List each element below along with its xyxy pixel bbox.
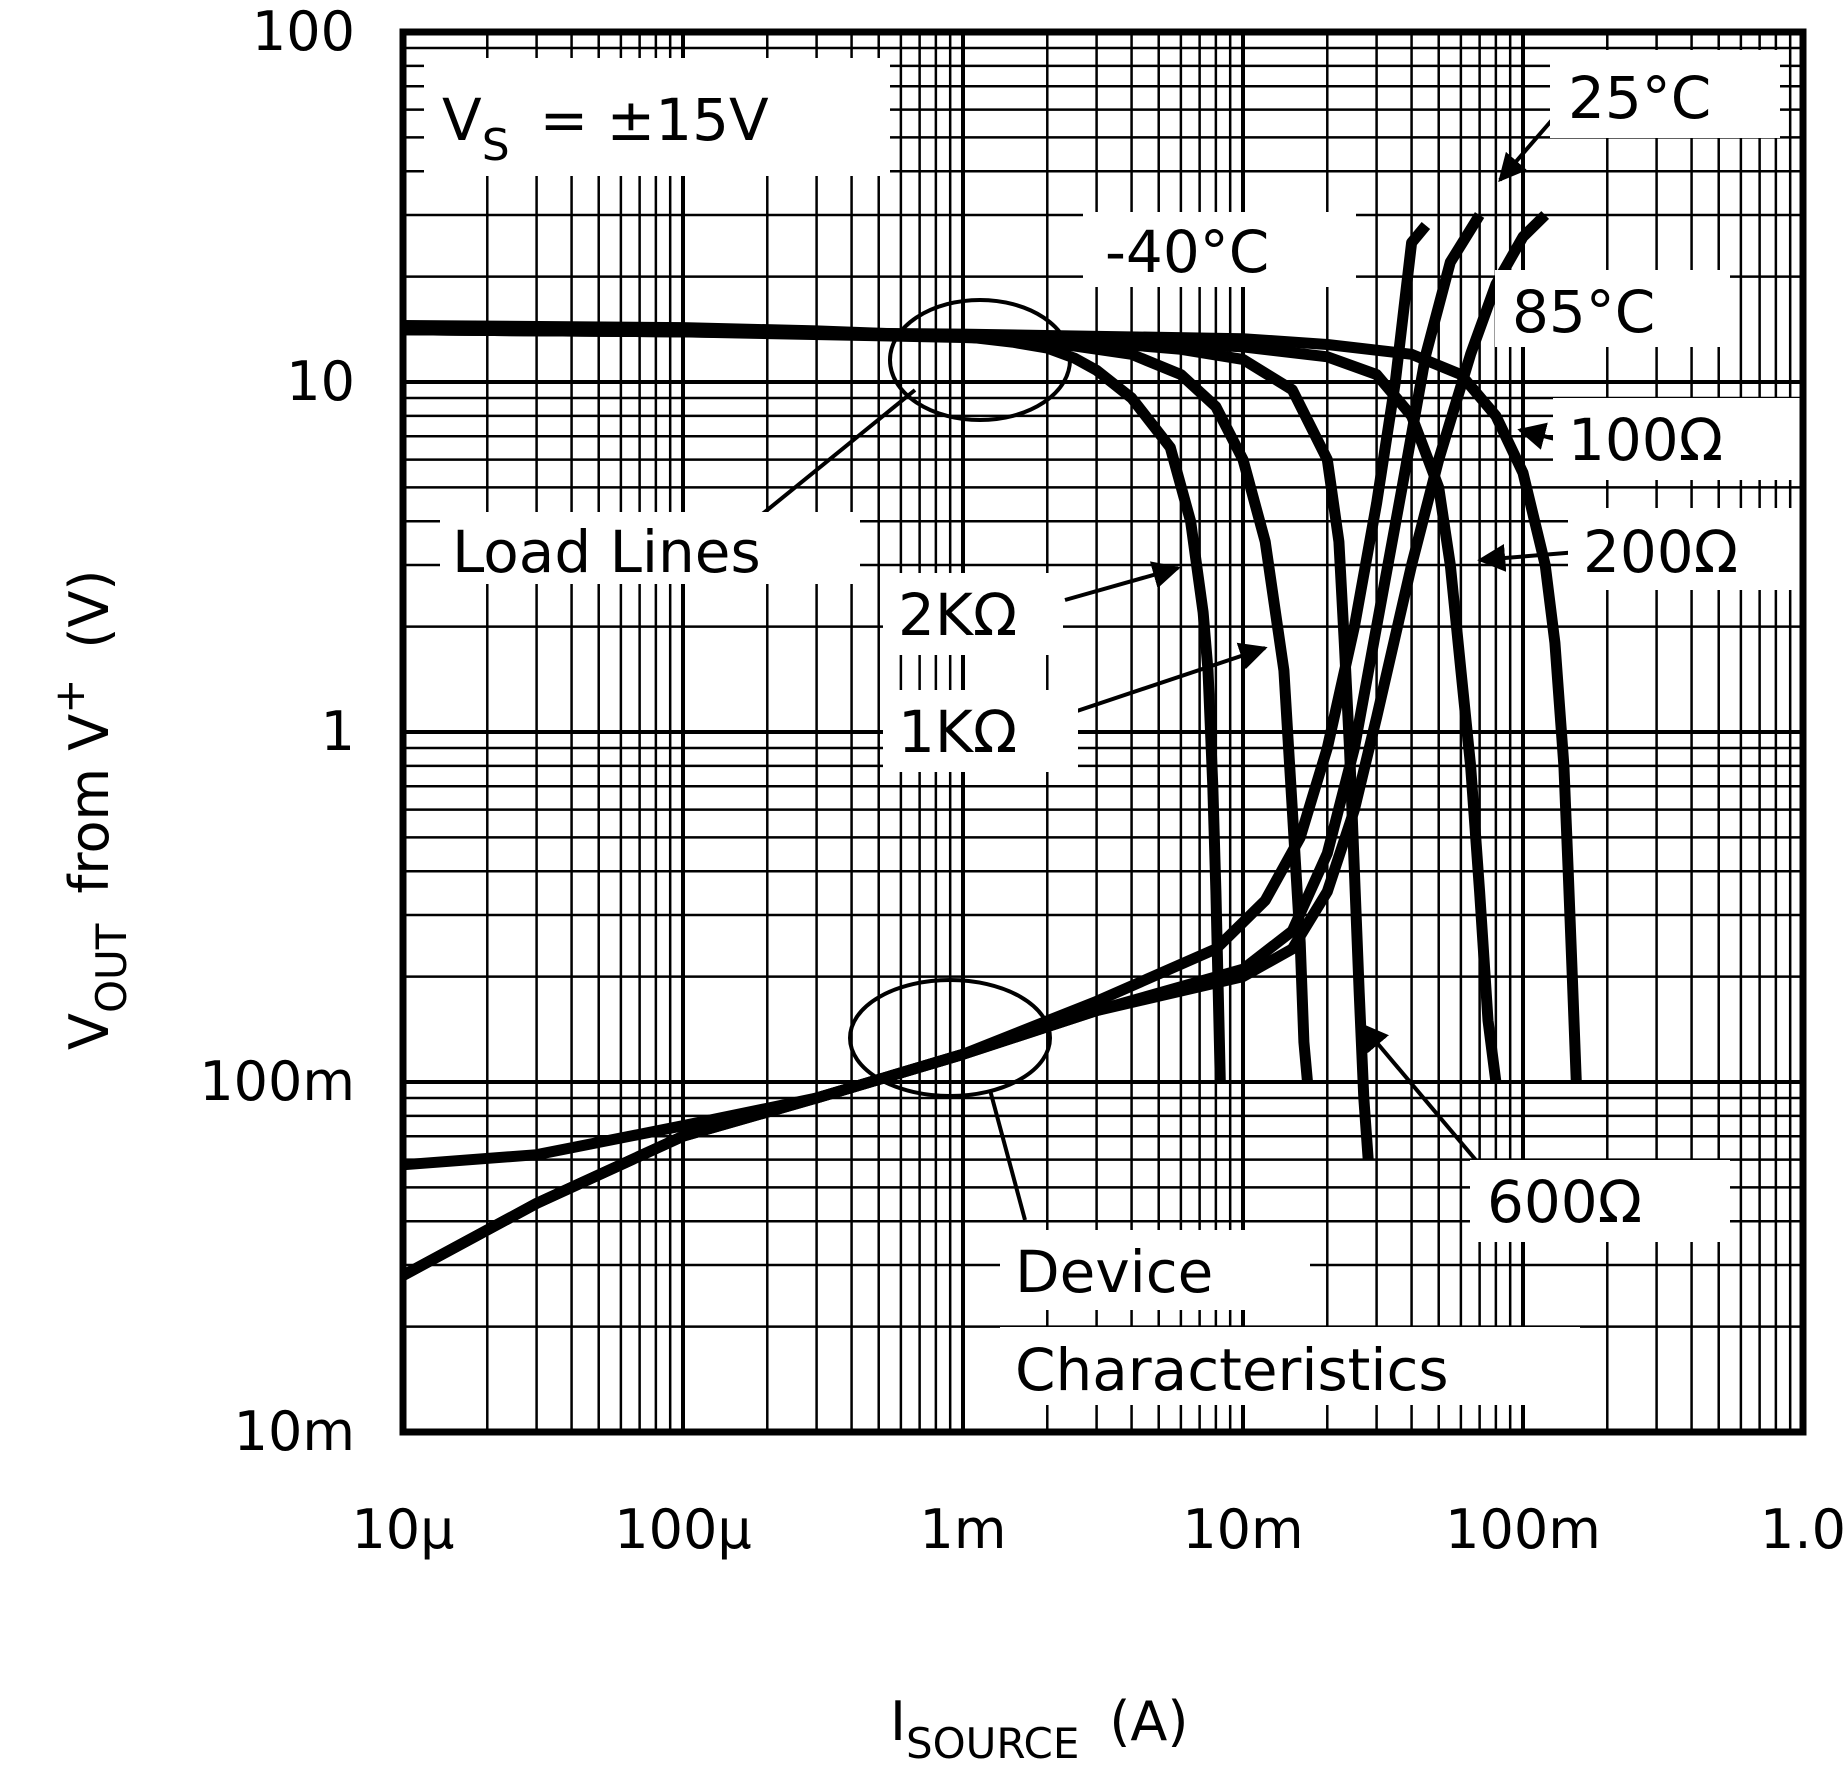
annot-r-600: 600Ω [1487,1168,1642,1236]
annot-temp-85: 85°C [1512,278,1655,346]
x-tick-label: 1.0 [1760,1498,1846,1561]
r-100-box [1553,398,1801,480]
y-tick-label: 100 [252,0,355,63]
r-600-box [1470,1160,1730,1242]
leader-load-lines [753,388,917,522]
series-line-85°C [400,211,1550,1281]
leader-r-1k [1064,642,1268,717]
x-tick-label: 100µ [614,1498,751,1561]
annot-temp-25: 25°C [1568,64,1711,132]
load-lines-ellipse [888,298,1072,422]
temp-25-box [1550,50,1780,138]
annot-device-2: Characteristics [1015,1336,1449,1404]
leader-device [988,1089,1027,1221]
y-axis-title-sup: + [45,679,94,714]
plot-frame [399,28,1807,1436]
condition-rest: = ±15V [540,86,769,154]
annot-r-1k: 1KΩ [898,698,1017,766]
r-2k-box [883,573,1063,655]
r-200-box [1568,508,1803,590]
x-axis-title-main: I [890,1690,906,1753]
y-axis-title: VOUT from V+ (V) [45,570,136,1050]
y-tick-labels: 100 10 1 100m 10m [199,0,355,1463]
series-line-100Ω [402,324,1582,1083]
y-axis-title-sub: OUT [87,923,136,1013]
x-axis-title-sub: SOURCE [906,1719,1079,1768]
y-tick-label: 100m [199,1050,355,1113]
device-box-1 [1000,1230,1310,1310]
x-tick-label: 10m [1182,1498,1303,1561]
temp-minus40-box [1083,212,1356,287]
condition-main: V [442,86,482,154]
annot-r-200: 200Ω [1583,518,1738,586]
condition-label: VS = ±15V [442,86,769,171]
label-boxes [424,50,1803,1405]
leader-r-2k [1064,561,1181,602]
annot-r-100: 100Ω [1568,406,1723,474]
y-tick-label: 10m [234,1400,355,1463]
x-tick-label: 1m [920,1498,1007,1561]
device-characteristics-ellipse [848,978,1052,1098]
r-1k-box [883,690,1078,772]
x-tick-label: 100m [1445,1498,1601,1561]
load-lines-box [440,512,860,584]
x-tick-label: 10µ [351,1498,454,1561]
x-axis-title-unit: (A) [1109,1690,1188,1753]
leader-r-600 [1360,1022,1482,1167]
x-tick-labels: 10µ 100µ 1m 10m 100m 1.0 [351,1498,1845,1561]
y-axis-title-rest: from V [58,714,121,894]
annot-device-1: Device [1015,1238,1213,1306]
condition-box [424,58,890,176]
ellipses [848,298,1072,1098]
temp-85-box [1495,270,1730,347]
leader-r-200 [1477,543,1579,572]
y-tick-label: 10 [286,350,355,413]
condition-sub: S [482,120,510,171]
y-axis-title-unit: (V) [58,570,121,649]
device-box-2 [1000,1327,1580,1405]
curves [400,211,1582,1281]
y-axis-title-main: V [58,1013,121,1050]
y-tick-label: 1 [321,700,355,763]
annot-load-lines: Load Lines [452,518,761,586]
annot-temp-minus40: -40°C [1105,218,1269,286]
series-line--40°C [402,221,1431,1171]
annot-r-2k: 2KΩ [898,581,1017,649]
x-axis-title: ISOURCE (A) [890,1690,1188,1768]
